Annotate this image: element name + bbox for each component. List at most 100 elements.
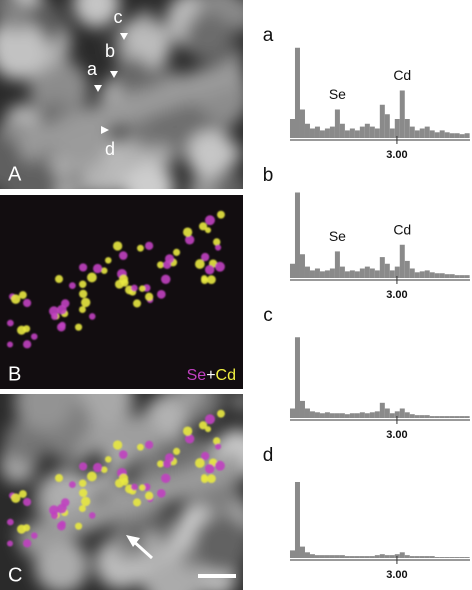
- speck: [207, 275, 216, 285]
- spectrum-bar: [409, 556, 415, 558]
- spectrum-bar: [379, 402, 385, 418]
- spectrum-bar: [344, 414, 350, 418]
- speck: [89, 313, 96, 320]
- speck: [87, 471, 97, 482]
- speck: [183, 227, 193, 237]
- speck: [195, 259, 205, 269]
- spectrum-bar: [314, 268, 320, 278]
- spectrum-bar: [459, 134, 465, 138]
- spectrum-bar: [304, 408, 310, 418]
- speck: [173, 447, 181, 455]
- spectrum-bar: [294, 482, 300, 558]
- spectrum-bar: [359, 556, 365, 558]
- peak-annotation: Se: [329, 228, 346, 244]
- spectrum-bar: [459, 416, 465, 418]
- spectrum-bar: [314, 555, 320, 558]
- speck: [165, 254, 175, 264]
- fiber: [14, 450, 243, 557]
- spectrum-bar: [454, 416, 460, 418]
- speck: [185, 434, 195, 444]
- speck: [59, 520, 66, 528]
- point-label: a: [87, 59, 98, 79]
- speck: [119, 450, 128, 459]
- spectrum-bar: [419, 556, 425, 558]
- speck: [79, 505, 86, 513]
- speck: [79, 479, 87, 487]
- spectrum-bar: [459, 557, 465, 558]
- panel-label: B: [8, 363, 21, 385]
- texture: [0, 0, 243, 189]
- texture-blob: [181, 394, 203, 407]
- spectrum-bar: [439, 416, 445, 418]
- spectrum-bar: [404, 119, 410, 138]
- spectrum-bar: [374, 128, 380, 138]
- spectrum-bar: [454, 557, 460, 558]
- speck: [113, 440, 123, 450]
- texture-blob: [0, 0, 32, 32]
- speck: [205, 215, 215, 226]
- speck: [7, 341, 14, 348]
- spectrum-label: d: [263, 445, 274, 466]
- speck: [7, 319, 14, 327]
- image-panel: [0, 0, 243, 189]
- speck: [31, 532, 38, 539]
- speck: [79, 263, 88, 272]
- speck: [145, 491, 154, 500]
- speck: [201, 474, 208, 481]
- speck: [157, 460, 164, 468]
- speck: [119, 251, 128, 260]
- texture-blob: [66, 171, 83, 188]
- spectrum-bar: [359, 268, 365, 278]
- spectrum-bar: [394, 411, 400, 418]
- speck: [205, 265, 215, 275]
- texture-blob: [14, 394, 74, 432]
- spectrum-bar: [414, 272, 420, 278]
- spectrum-bar: [384, 555, 390, 558]
- spectrum-bar: [294, 47, 300, 138]
- spectrum-bar: [294, 192, 300, 278]
- spectrum-bar: [304, 552, 310, 558]
- texture-blob: [124, 163, 174, 189]
- speck: [93, 263, 103, 274]
- spectrum-bar: [319, 555, 325, 558]
- x-tick-label: 3.00: [386, 149, 407, 161]
- peak-annotation: Se: [329, 86, 346, 102]
- x-tick-label: 3.00: [386, 289, 407, 301]
- spectrum-bar: [409, 268, 415, 278]
- texture-blob: [34, 538, 89, 590]
- spectrum-bar: [419, 128, 425, 138]
- spectrum-bar: [329, 268, 335, 278]
- speck: [105, 257, 112, 264]
- point-label: d: [105, 139, 115, 159]
- speck: [79, 462, 88, 471]
- spectrum-bar: [304, 266, 310, 278]
- speck: [201, 451, 210, 461]
- speck: [201, 275, 208, 282]
- spectrum-bar: [364, 413, 370, 418]
- spectrum-bar: [349, 556, 355, 558]
- spectrum-bar: [369, 412, 375, 418]
- texture-blob: [0, 22, 48, 80]
- spectrum-bar: [329, 413, 335, 418]
- spectrum-bar: [419, 271, 425, 278]
- speck: [145, 241, 154, 250]
- spectrum-bar: [424, 270, 430, 278]
- spectrum-bar: [289, 119, 295, 138]
- spectrum-bar: [389, 128, 395, 138]
- spectrum-bar: [319, 271, 325, 278]
- spectrum-bar: [389, 270, 395, 278]
- speck: [131, 483, 138, 491]
- speck: [215, 244, 222, 251]
- spectrum-bar: [369, 556, 375, 558]
- speck: [217, 409, 225, 418]
- spectrum-bar: [429, 272, 435, 278]
- speck: [7, 518, 14, 526]
- texture-blob: [29, 59, 89, 119]
- speck: [195, 458, 205, 468]
- spectrum-bar: [379, 257, 385, 278]
- spectrum-bar: [464, 133, 470, 138]
- texture-blob: [79, 394, 134, 426]
- speck: [205, 227, 212, 234]
- texture-blob: [188, 175, 223, 189]
